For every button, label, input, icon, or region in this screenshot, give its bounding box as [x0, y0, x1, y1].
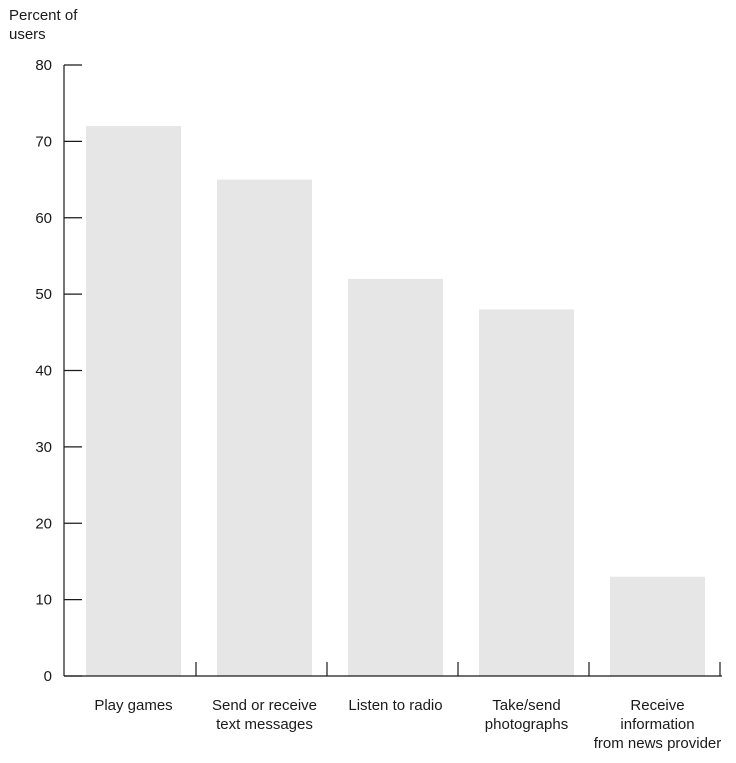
y-tick-label-80: 80 — [35, 57, 52, 74]
category-label-1: Send or receive text messages — [211, 697, 318, 733]
bar-3 — [479, 309, 574, 676]
y-tick-label-10: 10 — [35, 592, 52, 609]
category-label-3: Take/send photographs — [484, 697, 569, 733]
category-label-4: Receive information from news provider — [593, 697, 722, 752]
category-label-2: Listen to radio — [348, 697, 443, 714]
y-tick-label-0: 0 — [44, 668, 52, 685]
bar-2 — [348, 278, 443, 676]
y-tick-label-40: 40 — [35, 363, 52, 380]
y-tick-label-50: 50 — [35, 286, 52, 303]
y-tick-label-20: 20 — [35, 515, 52, 532]
y-tick-label-60: 60 — [35, 210, 52, 227]
y-ticks-group: 0 10 20 30 40 50 60 70 80 — [35, 57, 82, 685]
bar-4 — [610, 576, 705, 676]
y-tick-label-70: 70 — [35, 133, 52, 150]
bars-group — [86, 126, 705, 677]
y-tick-label-30: 30 — [35, 439, 52, 456]
category-label-0: Play games — [94, 697, 173, 714]
bar-0 — [86, 126, 181, 677]
bar-1 — [217, 179, 312, 676]
y-axis-title: Percent of users — [9, 7, 78, 43]
